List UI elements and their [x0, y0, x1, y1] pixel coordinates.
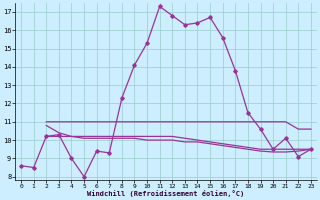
X-axis label: Windchill (Refroidissement éolien,°C): Windchill (Refroidissement éolien,°C)	[87, 190, 244, 197]
